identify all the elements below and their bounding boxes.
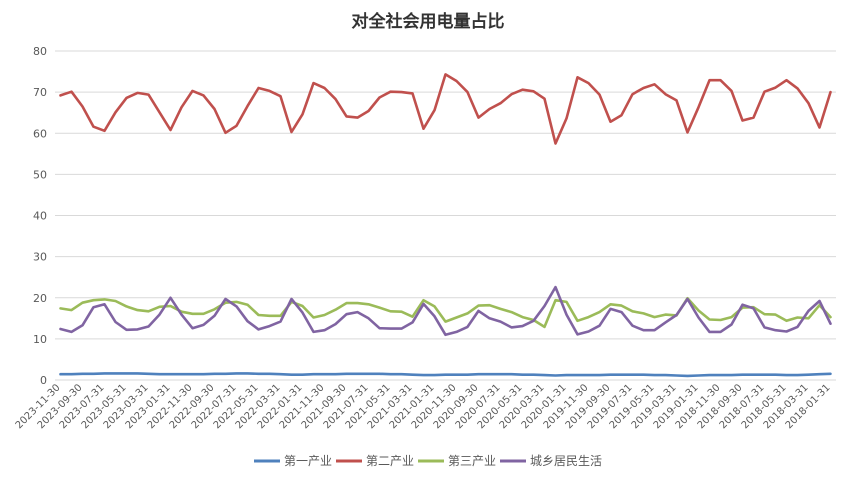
legend-label-3: 第三产业 (448, 454, 496, 468)
legend-label-2: 第二产业 (366, 454, 414, 468)
y-tick-label: 10 (33, 333, 47, 346)
series-lines (59, 73, 832, 378)
legend-label-4: 城乡居民生活 (530, 454, 602, 468)
series-line-4 (59, 285, 832, 337)
y-tick-label: 70 (33, 86, 47, 99)
series-line-1 (59, 372, 832, 378)
legend-label-1: 第一产业 (284, 454, 332, 468)
y-tick-label: 60 (33, 127, 47, 140)
y-tick-label: 40 (33, 210, 47, 223)
gridlines (55, 50, 836, 381)
y-tick-label: 80 (33, 45, 47, 58)
y-tick-label: 30 (33, 251, 47, 264)
y-tick-label: 20 (33, 292, 47, 305)
y-tick-label: 0 (40, 374, 47, 387)
chart-title: 对全社会用电量占比 (352, 11, 505, 32)
series-line-2 (59, 73, 832, 145)
y-axis-ticks: 0 10 20 30 40 50 60 70 80 (33, 45, 47, 387)
y-tick-label: 50 (33, 168, 47, 181)
series-line-3 (59, 296, 832, 329)
legend: 第一产业 第二产业 第三产业 城乡居民生活 (254, 454, 602, 468)
